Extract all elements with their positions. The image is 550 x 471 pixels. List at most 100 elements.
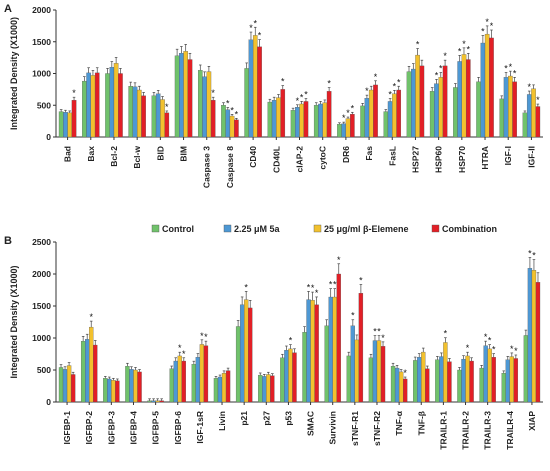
bar-Bad-3 [67,112,73,138]
bar-sTNF-R2-4 [380,346,386,403]
category-label: cIAP-2 [295,146,305,173]
bar-sTNF-R2-3 [376,340,382,403]
significance-star: * [462,39,466,49]
significance-star: * [226,99,230,109]
bar-BID-4 [164,112,170,138]
bar-TRAILR-3-2 [483,345,488,403]
significance-star: * [235,109,239,119]
category-label: TRAILR-3 [483,411,493,450]
bar-Bcl-2-3 [113,63,119,138]
significance-star: * [532,251,536,261]
category-label: TRAILR-4 [505,411,515,450]
legend-label-4: Combination [442,224,497,234]
bar-sTNF-R1-1 [346,355,351,403]
category-label: p27 [261,411,271,426]
significance-star: * [397,77,401,87]
bar-FasL-3 [392,93,397,138]
bar-IGFBP-3-2 [107,378,112,403]
bar-SMAC-3 [310,300,315,403]
category-label: TRAILR-1 [438,411,448,450]
significance-star: * [374,72,378,82]
bar-HSP60-4 [442,65,448,138]
bar-HTRA-3 [484,33,490,138]
significance-star: * [351,103,355,113]
bar-IGFBP-3-1 [103,378,108,403]
bar-Livin-2 [217,376,223,403]
bar-IGF-1sR-3 [199,344,205,403]
category-label: TRAILR-2 [461,411,471,450]
bar-IGFBP-3-4 [115,380,120,403]
significance-star: * [492,345,496,355]
legend-label-3: 25 μg/ml β-Elemene [324,224,409,234]
bar-Caspase 8-1 [221,105,226,138]
bar-XIAP-1 [523,335,529,403]
significance-star: * [528,249,532,259]
significance-star: * [165,102,169,112]
significance-star: * [443,51,447,61]
bar-sTNF-R1-3 [354,339,360,403]
y-tick-label: 500 [37,365,51,375]
significance-star: * [300,92,304,102]
bar-IGFBP-1-4 [70,374,76,403]
category-label: IGFBP-2 [84,411,94,445]
y-tick-label: 1000 [32,69,51,79]
bar-IGFBP-2-2 [85,339,90,403]
bar-p53-1 [280,357,285,403]
bar-IGFBP-4-2 [129,369,134,403]
y-axis-title: Integrated Density (X1000) [9,265,19,378]
bar-SMAC-1 [302,332,307,403]
significance-star: * [289,336,293,346]
bar-IGFBP-6-2 [173,360,178,403]
category-label: cytoC [318,146,328,170]
significance-star: * [513,68,517,78]
y-tick-label: 500 [37,100,51,110]
bar-TRAILR-3-3 [487,348,492,403]
significance-star: * [204,332,208,342]
bar-Caspase 3-2 [202,76,207,138]
bar-BIM-3 [183,51,188,138]
bar-HSP60-1 [429,91,435,138]
bar-Fas-3 [368,89,374,138]
bar-p27-3 [266,374,271,403]
category-label: XIAP [527,411,537,431]
significance-star: * [182,349,186,359]
legend-label-2: 2.25 μM 5a [234,224,281,234]
significance-star: * [488,336,492,346]
bar-HSP70-1 [453,87,458,138]
bar-TRAILR-1-4 [447,361,452,403]
bar-Survivin-4 [336,273,341,403]
legend-swatch-2 [223,224,232,233]
significance-star: * [89,312,93,322]
category-label: sTNF-R1 [350,411,360,446]
bar-HSP27-2 [411,68,416,138]
category-label: BID [155,146,165,161]
category-label: TNF-α [394,410,404,435]
bar-TRAILR-4-2 [505,359,510,403]
bar-IGF-I-1 [499,98,505,138]
bar-IGFBP-2-4 [93,344,98,403]
significance-star: * [281,77,285,87]
significance-star: * [333,280,337,290]
bar-p21-4 [248,307,253,403]
bar-IGF-II-2 [526,94,532,138]
bar-sTNF-R1-2 [350,325,355,403]
bar-HSP27-4 [419,65,425,138]
category-label: BIM [179,146,189,162]
category-label: IGFBP-5 [151,411,161,445]
bar-Bcl-2-2 [109,67,115,138]
category-label: HSP27 [410,146,420,173]
bar-TRAILR-2-2 [461,358,466,403]
significance-star: * [416,40,420,50]
bar-TRAILR-3-4 [491,357,496,403]
significance-star: * [211,88,215,98]
bar-cytoC-1 [313,105,319,138]
y-tick-label: 0 [46,397,51,407]
category-label: TNF-β [416,411,426,436]
bar-TNF-α-2 [394,367,400,403]
significance-star: * [342,113,346,123]
category-label: Bcl-2 [109,146,119,167]
bar-HSP60-2 [434,83,439,138]
significance-star: * [72,88,76,98]
bar-cIAP-2-2 [295,107,300,138]
significance-star: * [258,31,262,41]
